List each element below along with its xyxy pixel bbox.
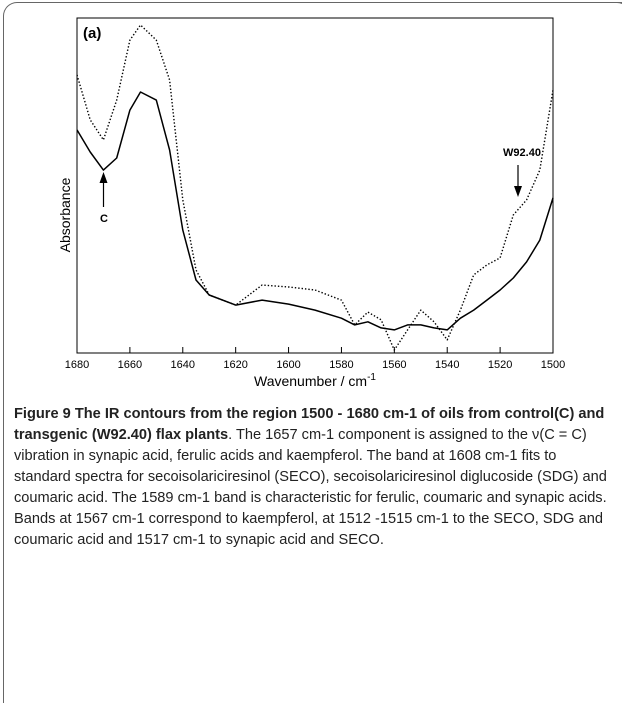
figure-border [3,2,622,703]
x-tick-label: 1620 [223,359,247,371]
x-tick-label: 1660 [118,359,142,371]
x-tick-label: 1540 [435,359,459,371]
x-tick-label: 1640 [171,359,195,371]
figure-border-corner [590,2,622,43]
annotation-arrowhead [514,186,522,197]
plot-frame [76,17,554,354]
x-tick-label: 1500 [541,359,565,371]
x-tick-label: 1680 [65,359,89,371]
x-axis-label: Wavenumber / cm-1 [254,372,376,389]
x-axis-label-main: Wavenumber / cm [254,373,367,389]
annotation-c: C [100,213,108,225]
caption-text: . The 1657 cm-1 component is assigned to… [14,427,607,548]
x-axis-label-sup: -1 [367,372,376,383]
x-tick-label: 1520 [488,359,512,371]
chart: (a) Wavenumber / cm-1 Absorbance C W92.4… [57,17,565,389]
annotation-w92: W92.40 [503,147,541,159]
caption-title: The IR contours from the region 1500 - 1… [14,406,605,443]
series-line [76,91,554,331]
x-tick-label: 1580 [329,359,353,371]
figure-caption: Figure 9 The IR contours from the region… [14,404,614,551]
x-tick-label: 1600 [276,359,300,371]
y-axis-label: Absorbance [57,177,73,252]
series-line [76,24,554,351]
caption-label: Figure 9 [14,406,71,422]
annotation-arrowhead [99,172,108,183]
x-tick-label: 1560 [382,359,406,371]
panel-label: (a) [83,25,101,42]
